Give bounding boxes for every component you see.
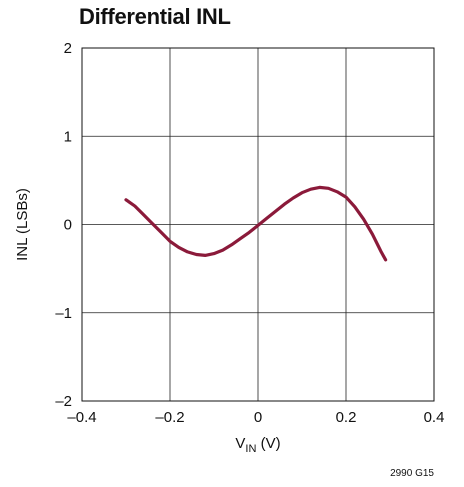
plot-frame — [81, 47, 435, 402]
x-axis-label-suffix: (V) — [256, 435, 280, 452]
y-tick-label: –1 — [55, 305, 72, 322]
x-tick-label: –0.4 — [67, 409, 96, 426]
x-tick-label: –0.2 — [155, 409, 184, 426]
chart-title: Differential INL — [79, 4, 231, 29]
tick-labels: –0.4 –0.2 0 0.2 0.4 2 1 0 –1 –2 — [55, 40, 444, 426]
figure-id-note: 2990 G15 — [390, 468, 434, 479]
x-tick-label: 0.2 — [336, 409, 357, 426]
y-tick-label: 2 — [64, 40, 72, 57]
x-tick-label: 0.4 — [424, 409, 445, 426]
x-axis-label-sub: IN — [245, 443, 256, 455]
x-tick-label: 0 — [254, 409, 262, 426]
y-tick-label: 0 — [64, 217, 72, 234]
x-axis-label: VIN (V) — [235, 435, 280, 455]
y-axis-label: INL (LSBs) — [14, 188, 31, 261]
x-axis-label-main: V — [235, 435, 245, 452]
y-tick-label: –2 — [55, 393, 72, 410]
series-group — [124, 185, 388, 262]
series-line — [124, 185, 388, 262]
y-tick-label: 1 — [64, 128, 72, 145]
